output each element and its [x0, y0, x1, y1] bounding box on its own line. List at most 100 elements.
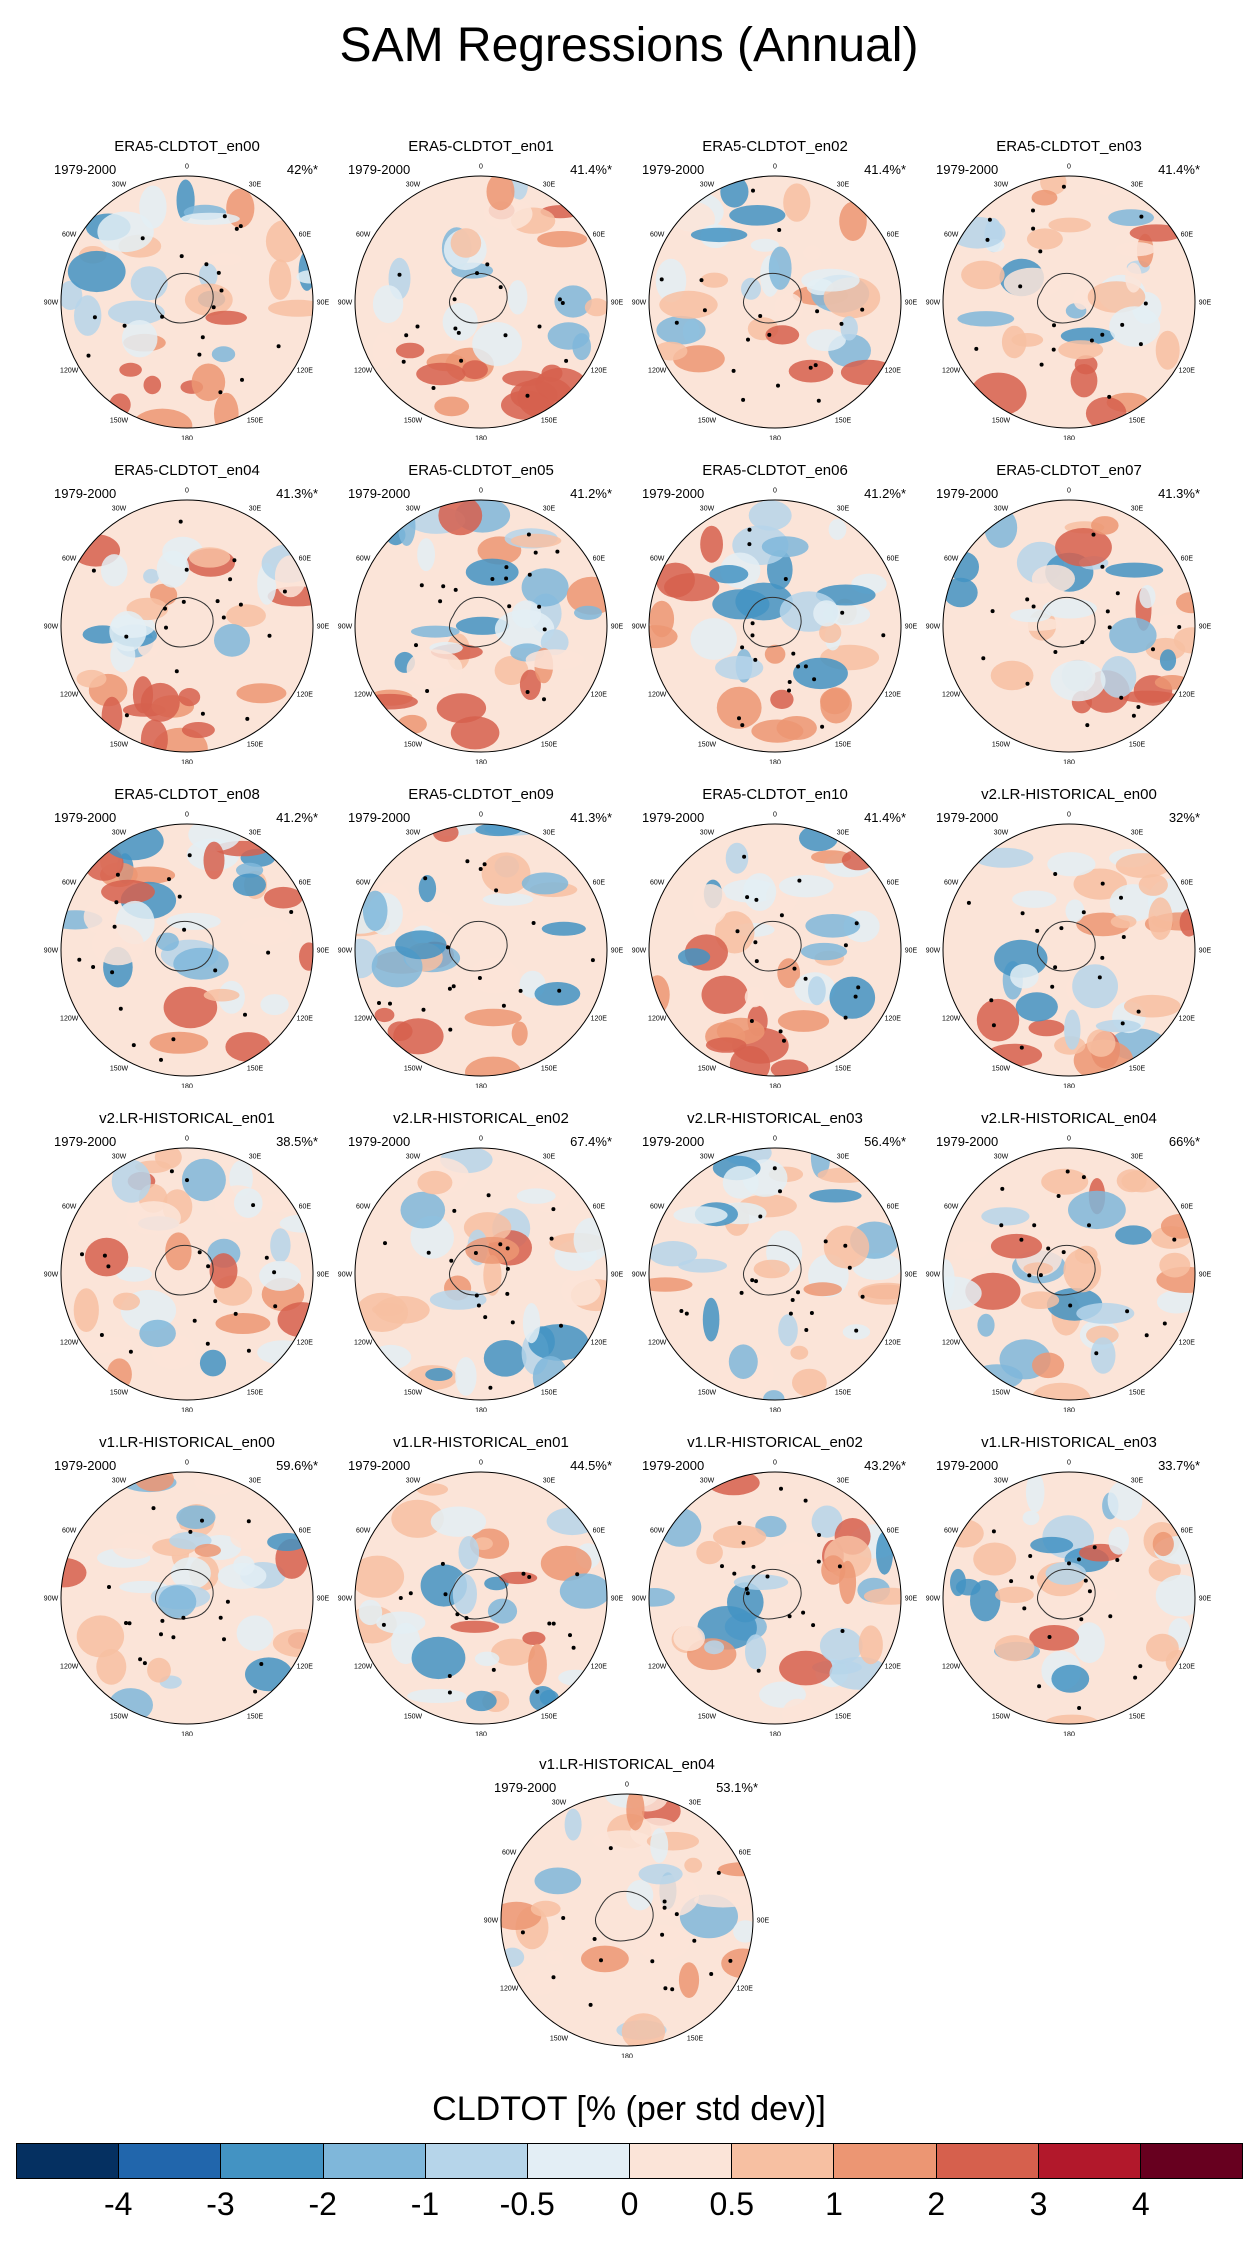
longitude-label: 90W: [484, 1918, 499, 1925]
longitude-label: 30E: [1131, 182, 1144, 189]
anomaly-patch: [97, 211, 154, 253]
anomaly-patch: [678, 1962, 700, 1998]
longitude-label: 90E: [317, 1596, 330, 1603]
anomaly-patch: [801, 268, 860, 292]
anomaly-patch: [839, 201, 867, 241]
anomaly-patch: [776, 716, 817, 740]
significance-dot: [1087, 1223, 1091, 1228]
anomaly-patch: [690, 618, 737, 660]
longitude-label: 0: [1067, 488, 1071, 495]
longitude-label: 150W: [698, 1713, 717, 1720]
significance-dot: [498, 285, 503, 290]
longitude-label: 90W: [632, 300, 647, 307]
anomaly-patch: [487, 1598, 518, 1624]
anomaly-patch: [1107, 1480, 1143, 1521]
longitude-label: 150E: [835, 1713, 852, 1720]
variance-percent: 33.7%*: [1158, 1458, 1200, 1473]
period-label: 1979-2000: [936, 162, 999, 177]
longitude-label: 150E: [247, 1389, 264, 1396]
longitude-label: 120W: [354, 692, 373, 699]
significance-dot: [91, 568, 96, 573]
anomaly-patch: [584, 298, 607, 317]
longitude-label: 150E: [541, 741, 558, 748]
significance-dot: [259, 1662, 264, 1666]
anomaly-patch: [116, 1266, 152, 1282]
significance-dot: [421, 1007, 426, 1012]
anomaly-patch: [436, 693, 487, 723]
anomaly-patch: [714, 911, 755, 954]
longitude-label: 120E: [737, 1986, 754, 1993]
longitude-label: 150W: [110, 1389, 129, 1396]
anomaly-patch: [858, 1625, 883, 1665]
anomaly-patch: [225, 1032, 271, 1062]
significance-dot: [756, 1668, 761, 1673]
significance-dot: [1081, 910, 1086, 915]
significance-dot: [488, 1385, 493, 1390]
anomaly-patch: [1031, 189, 1058, 206]
significance-dot: [746, 337, 750, 342]
longitude-label: 30E: [543, 1478, 556, 1485]
anomaly-patch: [100, 554, 128, 587]
significance-dot: [505, 1291, 510, 1296]
antarctica-coastline: [1037, 1568, 1096, 1620]
map-panel: v2.LR-HISTORICAL_en01 0 30E 60E 90E 120E 150E 1…: [42, 1110, 332, 1412]
anomaly-patch: [1160, 1213, 1195, 1239]
anomaly-patch: [176, 1505, 216, 1529]
significance-dot: [1046, 1246, 1051, 1251]
significance-dot: [486, 1193, 491, 1198]
anomaly-patch: [638, 1863, 683, 1885]
map-panel: v2.LR-HISTORICAL_en04 0 30E 60E 90E 120E 150E 1…: [924, 1110, 1214, 1412]
significance-dot: [184, 567, 189, 572]
longitude-label: 180: [181, 1084, 193, 1089]
significance-dot: [426, 1250, 431, 1255]
significance-dot: [1061, 1250, 1066, 1255]
longitude-label: 150W: [404, 741, 423, 748]
longitude-label: 90E: [905, 1272, 918, 1279]
significance-dot: [560, 301, 565, 305]
longitude-label: 90E: [611, 1596, 624, 1603]
significance-dot: [1083, 1578, 1088, 1583]
longitude-label: 90E: [1199, 300, 1212, 307]
longitude-label: 120W: [60, 368, 79, 375]
colorbar-box: [1038, 2144, 1141, 2178]
longitude-label: 0: [773, 812, 777, 819]
anomaly-patch: [694, 1892, 752, 1908]
anomaly-patch: [554, 285, 592, 318]
period-label: 1979-2000: [936, 1458, 999, 1473]
longitude-label: 0: [479, 1460, 483, 1467]
significance-dot: [388, 1001, 392, 1006]
significance-dot: [881, 633, 886, 638]
significance-dot: [197, 1250, 202, 1255]
anomaly-patch: [458, 1536, 480, 1570]
longitude-label: 150W: [404, 1389, 423, 1396]
significance-dot: [159, 1632, 163, 1637]
longitude-label: 60E: [887, 880, 900, 887]
anomaly-patch: [704, 1640, 725, 1655]
longitude-label: 120W: [354, 1340, 373, 1347]
anomaly-patch: [564, 1808, 582, 1841]
significance-dot: [674, 320, 679, 325]
anomaly-patch: [501, 1901, 542, 1930]
anomaly-patch: [820, 687, 852, 724]
longitude-label: 0: [185, 164, 189, 171]
anomaly-patch: [355, 1292, 408, 1332]
anomaly-patch: [973, 1542, 1017, 1576]
significance-dot: [243, 1012, 247, 1017]
anomaly-patch: [1095, 176, 1115, 195]
map-border: [648, 499, 902, 753]
significance-dot: [238, 602, 243, 607]
anomaly-patch: [465, 1236, 520, 1264]
anomaly-patch: [109, 611, 147, 652]
anomaly-patch: [510, 533, 562, 548]
anomaly-patch: [977, 1313, 995, 1337]
significance-dot: [1038, 1273, 1043, 1278]
colorbar-tick-label: -0.5: [499, 2186, 555, 2222]
anomaly-patch: [211, 346, 236, 363]
significance-dot: [218, 390, 223, 395]
anomaly-patch: [1064, 1009, 1081, 1050]
variance-percent: 41.4%*: [864, 162, 906, 177]
significance-dot: [505, 1246, 510, 1251]
anomaly-patch: [154, 1148, 182, 1169]
significance-dot: [542, 697, 546, 702]
anomaly-patch: [1022, 1510, 1040, 1526]
